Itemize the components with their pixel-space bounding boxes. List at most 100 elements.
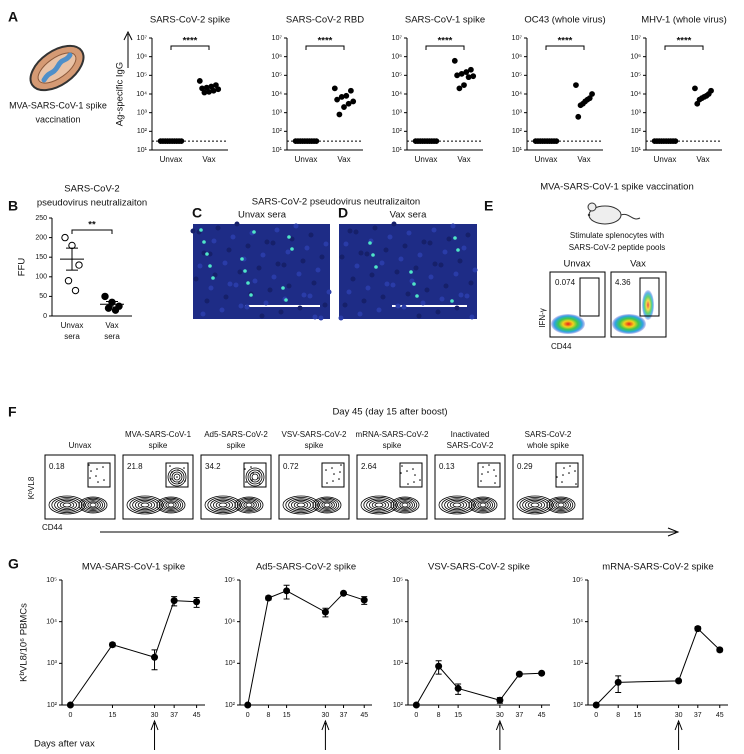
contour — [555, 501, 567, 509]
data-point — [101, 292, 109, 301]
data-point — [694, 625, 702, 633]
y-tick-label: 10⁷ — [631, 35, 642, 42]
texture — [442, 249, 448, 255]
contour — [163, 500, 179, 510]
contour — [557, 502, 565, 508]
chart-title: mRNA-SARS-CoV-2 spike — [602, 562, 713, 573]
texture — [267, 287, 273, 293]
contour — [89, 502, 97, 508]
contour — [83, 498, 104, 511]
texture — [416, 313, 422, 319]
group-label: Vax — [630, 259, 646, 270]
event — [339, 471, 341, 473]
texture — [215, 225, 221, 231]
texture — [200, 311, 206, 317]
data-point — [331, 85, 338, 92]
data-point — [672, 138, 679, 144]
group-label: spike — [227, 441, 246, 450]
contour — [366, 498, 392, 512]
boost-arrow — [495, 719, 504, 750]
contour — [167, 467, 187, 487]
y-tick-label: 10¹ — [137, 147, 148, 154]
texture — [372, 225, 378, 231]
group-label: SARS-CoV-2 — [525, 430, 572, 439]
texture — [230, 234, 236, 240]
texture — [428, 274, 434, 280]
data-point — [111, 306, 120, 314]
data-point — [299, 138, 306, 144]
texture — [343, 241, 349, 247]
texture — [347, 228, 353, 234]
x-tick-label: 8 — [616, 712, 620, 719]
data-point — [171, 138, 178, 144]
data-point — [592, 701, 600, 709]
fluorescent-cell — [371, 253, 375, 257]
x-tick-label: 8 — [267, 712, 271, 719]
data-point — [348, 87, 354, 94]
contour — [472, 498, 493, 511]
panel-label: A — [8, 9, 18, 25]
y-tick-label: 10² — [392, 128, 403, 135]
texture — [469, 314, 475, 320]
texture — [398, 256, 404, 262]
panel-label: C — [192, 205, 202, 221]
y-tick-label: 10⁴ — [511, 91, 522, 98]
group-label: Unvax — [564, 259, 591, 270]
contour — [247, 469, 263, 485]
data-point — [461, 82, 467, 88]
event — [487, 471, 489, 473]
texture — [212, 272, 218, 278]
contour — [530, 502, 540, 508]
texture — [311, 280, 317, 286]
texture — [361, 298, 367, 304]
data-point — [463, 69, 470, 75]
x-tick-label: 45 — [360, 712, 368, 719]
contour — [51, 496, 83, 513]
data-point — [470, 73, 477, 80]
event — [326, 482, 328, 484]
texture — [264, 239, 270, 245]
y-axis-label: KᵇVL8/10⁶ PBMCs — [19, 603, 30, 682]
event — [488, 464, 490, 466]
data-point — [692, 85, 698, 92]
fluorescent-cell — [202, 240, 206, 244]
contour — [368, 499, 389, 511]
event — [569, 465, 571, 467]
y-tick-label: 10³ — [137, 110, 148, 117]
x-tick-label: Unvax — [535, 155, 558, 164]
data-point — [433, 138, 440, 144]
fluorescent-cell — [243, 269, 247, 273]
gate — [87, 462, 111, 488]
axis-label: CD44 — [551, 342, 572, 351]
x-tick-label: Unvax — [160, 155, 183, 164]
contour — [470, 497, 496, 513]
event — [252, 472, 254, 474]
texture — [208, 285, 214, 291]
event — [556, 476, 558, 478]
x-tick-label: Unvax — [654, 155, 677, 164]
data-point — [196, 78, 203, 84]
contour — [477, 501, 489, 509]
texture — [464, 293, 470, 299]
texture — [446, 236, 452, 242]
x-tick-label: 30 — [151, 712, 159, 719]
texture — [420, 300, 426, 306]
significance: ** — [88, 220, 96, 231]
event — [414, 474, 416, 476]
contour — [399, 501, 411, 509]
data-point — [573, 82, 579, 88]
texture — [376, 307, 382, 313]
y-tick-label: 10¹ — [272, 147, 283, 154]
texture — [326, 289, 332, 295]
x-tick-label: 45 — [538, 712, 546, 719]
texture — [222, 260, 228, 266]
y-tick-label: 10² — [225, 702, 236, 709]
description: SARS-CoV-2 peptide pools — [569, 243, 666, 252]
event — [88, 464, 90, 466]
data-point — [454, 684, 462, 692]
contour — [137, 501, 153, 509]
contour — [479, 502, 487, 508]
data-point — [451, 57, 458, 64]
description: Stimulate splenocytes with — [570, 231, 664, 240]
x-tick-label: 37 — [694, 712, 702, 719]
